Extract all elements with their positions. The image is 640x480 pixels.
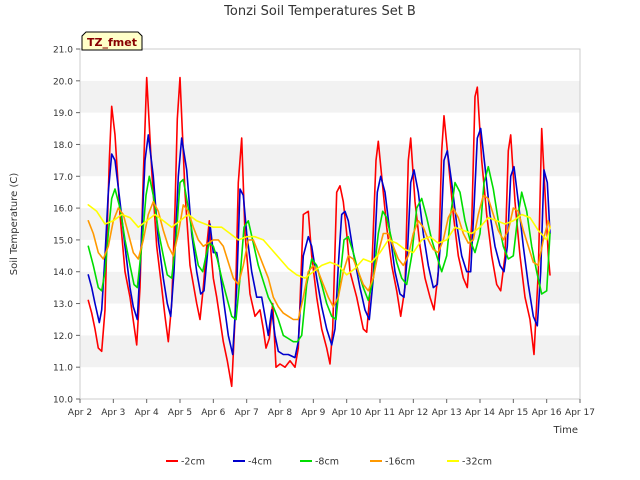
legend-label: -8cm xyxy=(315,457,339,468)
series-line-16cmcm xyxy=(87,194,551,321)
y-tick-label: 19.0 xyxy=(53,109,73,119)
grid-band xyxy=(80,176,580,209)
grid-band xyxy=(80,49,580,81)
x-tick-label: Apr 3 xyxy=(101,408,125,418)
y-tick-label: 11.0 xyxy=(53,364,73,374)
x-tick-label: Apr 11 xyxy=(365,408,395,418)
x-tick-label: Apr 9 xyxy=(301,408,325,418)
series-lines xyxy=(87,76,551,388)
grid-band xyxy=(80,80,580,113)
x-tick-label: Apr 14 xyxy=(465,408,495,418)
legend: -2cm -4cm -8cm -16cm -32cm xyxy=(166,457,492,468)
x-tick-label: Apr 10 xyxy=(332,408,362,418)
annotation-box xyxy=(81,31,143,51)
y-axis-ticks: 10.0 11.0 12.0 13.0 14.0 15.0 16.0 17.0 18.0 19.0… xyxy=(53,46,80,406)
grid-band xyxy=(80,303,580,336)
x-tick-label: Apr 6 xyxy=(201,408,225,418)
x-tick-label: Apr 2 xyxy=(68,408,92,418)
y-tick-label: 16.0 xyxy=(53,205,73,215)
grid-band xyxy=(80,144,580,177)
annotation-label: TZ_fmet xyxy=(87,36,137,49)
series-line-2cmcm xyxy=(87,76,551,388)
y-tick-label: 10.0 xyxy=(53,396,73,406)
y-tick-label: 21.0 xyxy=(53,46,73,56)
y-tick-label: 17.0 xyxy=(53,173,73,183)
y-tick-label: 12.0 xyxy=(53,332,73,342)
y-tick-label: 13.0 xyxy=(53,300,73,310)
y-tick-label: 18.0 xyxy=(53,141,73,151)
grid-band xyxy=(80,367,580,399)
x-tick-label: Apr 7 xyxy=(235,408,259,418)
x-tick-label: Apr 15 xyxy=(498,408,528,418)
site-annotation: TZ_fmet xyxy=(81,31,143,51)
plot-area-border xyxy=(79,48,581,400)
x-tick-label: Apr 5 xyxy=(168,408,192,418)
x-tick-label: Apr 13 xyxy=(432,408,462,418)
chart-title: Tonzi Soil Temperatures Set B xyxy=(223,4,416,19)
x-axis-label: Time xyxy=(553,425,578,436)
x-tick-label: Apr 17 xyxy=(565,408,595,418)
legend-label: -4cm xyxy=(248,457,272,468)
grid-band xyxy=(80,112,580,145)
y-tick-label: 20.0 xyxy=(53,77,73,87)
x-axis-ticks: Apr 2 Apr 3 Apr 4 Apr 5 Apr 6 Apr 7 Apr 8 Apr 9… xyxy=(68,399,595,418)
legend-label: -16cm xyxy=(385,457,415,468)
x-tick-label: Apr 16 xyxy=(532,408,562,418)
y-tick-label: 15.0 xyxy=(53,236,73,246)
series-line-32cmcm xyxy=(87,204,551,279)
legend-label: -32cm xyxy=(462,457,492,468)
x-tick-label: Apr 12 xyxy=(398,408,428,418)
x-tick-label: Apr 4 xyxy=(135,408,159,418)
legend-label: -2cm xyxy=(181,457,205,468)
y-axis-label: Soil Temperature (C) xyxy=(9,173,20,276)
y-tick-label: 14.0 xyxy=(53,268,73,278)
x-tick-label: Apr 8 xyxy=(268,408,292,418)
